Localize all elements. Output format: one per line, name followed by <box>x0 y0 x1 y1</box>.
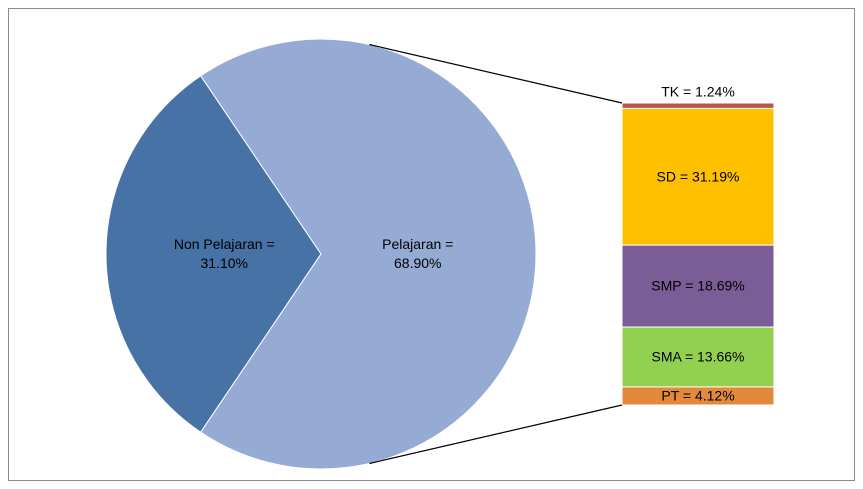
bar-label: SD = 31.19% <box>656 168 740 185</box>
pie-slice <box>105 75 322 433</box>
pie-slice <box>200 38 537 470</box>
bar-label: SMP = 18.69% <box>651 277 745 294</box>
bar-segment <box>621 386 775 406</box>
pie-label: Pelajaran = 68.90% <box>382 236 454 271</box>
bar-label: SMA = 13.66% <box>651 348 745 365</box>
connector-line <box>369 404 623 465</box>
bar-segment <box>621 102 775 109</box>
pie-label: Non Pelajaran = 31.10% <box>173 236 275 271</box>
bar-segment <box>621 107 775 246</box>
bar-segment <box>621 244 775 328</box>
bar-label: PT = 4.12% <box>661 387 735 404</box>
bar-label: TK = 1.24% <box>661 83 735 100</box>
connector-line <box>369 43 623 104</box>
bar-segment <box>621 326 775 388</box>
